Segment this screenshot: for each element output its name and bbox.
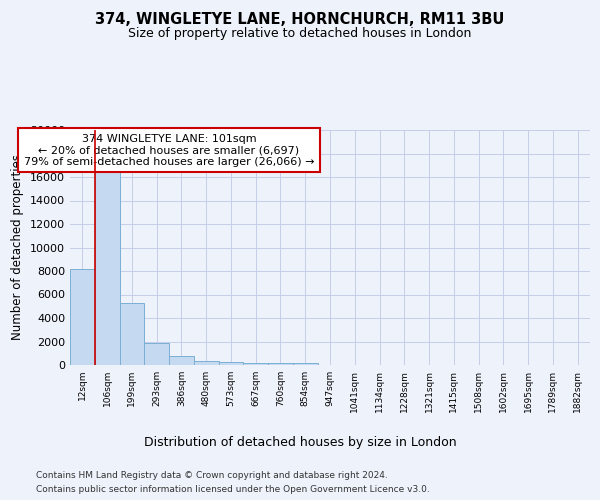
Text: Contains public sector information licensed under the Open Government Licence v3: Contains public sector information licen… — [36, 484, 430, 494]
Bar — [169, 356, 194, 365]
Bar — [268, 363, 293, 365]
Y-axis label: Number of detached properties: Number of detached properties — [11, 154, 25, 340]
Text: Distribution of detached houses by size in London: Distribution of detached houses by size … — [143, 436, 457, 449]
Bar — [70, 268, 95, 365]
Bar — [293, 364, 317, 365]
Text: Contains HM Land Registry data © Crown copyright and database right 2024.: Contains HM Land Registry data © Crown c… — [36, 472, 388, 480]
Bar — [95, 169, 119, 365]
Text: Size of property relative to detached houses in London: Size of property relative to detached ho… — [128, 28, 472, 40]
Bar — [218, 362, 244, 365]
Text: 374 WINGLETYE LANE: 101sqm
← 20% of detached houses are smaller (6,697)
79% of s: 374 WINGLETYE LANE: 101sqm ← 20% of deta… — [24, 134, 314, 166]
Text: 374, WINGLETYE LANE, HORNCHURCH, RM11 3BU: 374, WINGLETYE LANE, HORNCHURCH, RM11 3B… — [95, 12, 505, 28]
Bar — [244, 362, 268, 365]
Bar — [194, 361, 218, 365]
Bar — [144, 344, 169, 365]
Bar — [119, 302, 144, 365]
